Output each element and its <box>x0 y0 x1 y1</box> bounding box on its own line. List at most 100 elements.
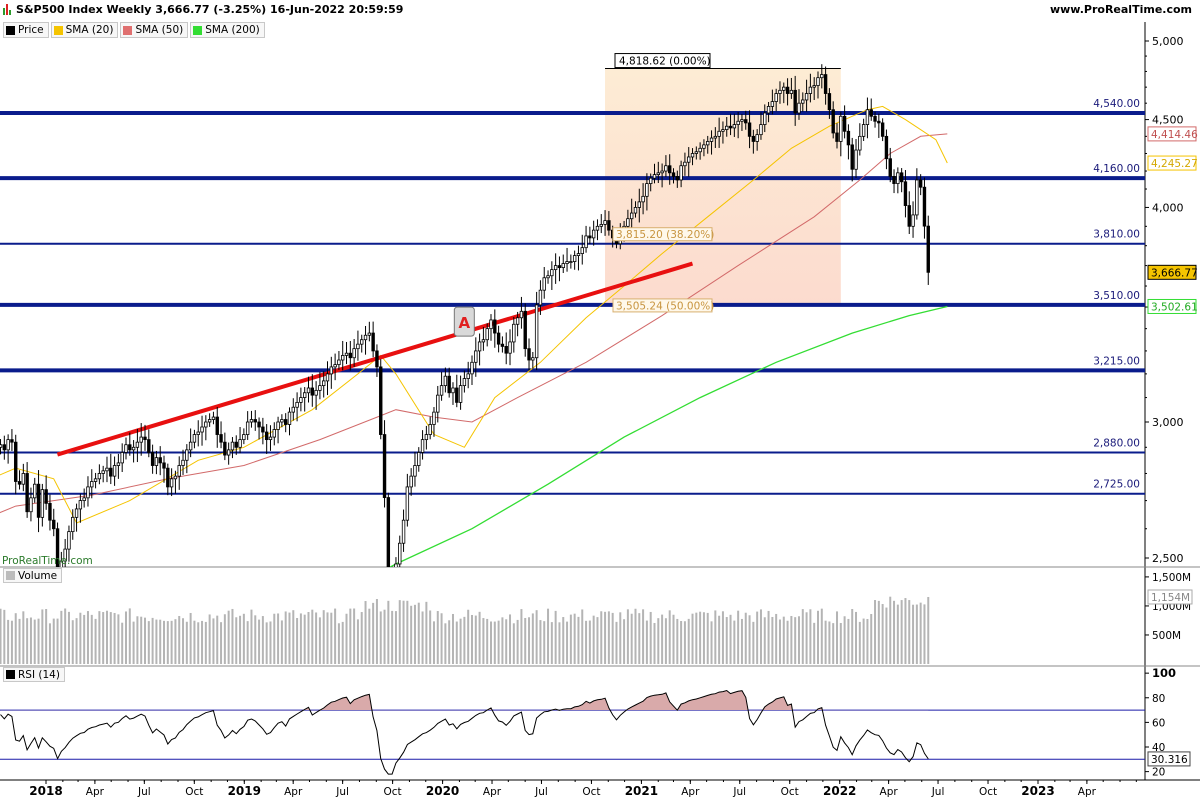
volume-bar <box>128 608 131 664</box>
candle-body <box>428 424 432 435</box>
candle-body <box>10 439 14 443</box>
candle-body <box>249 419 254 423</box>
candle-body <box>295 401 299 408</box>
price-candle <box>694 146 699 160</box>
volume-bar <box>18 618 21 664</box>
price-candle <box>33 477 37 503</box>
price-candle <box>869 98 873 121</box>
candle-body <box>280 419 284 423</box>
price-candle <box>82 488 86 508</box>
candle-body <box>33 483 37 499</box>
legend-sma20[interactable]: SMA (20) <box>50 22 119 38</box>
candle-body <box>181 459 185 466</box>
price-candle <box>531 351 535 369</box>
price-candle <box>580 234 584 265</box>
date-axis-label: Apr <box>483 786 502 798</box>
volume-bar <box>775 613 778 664</box>
volume-bar <box>725 617 728 664</box>
volume-bar <box>893 600 896 664</box>
candle-body <box>363 334 368 341</box>
fibonacci-label-high: 4,818.62 (0.00%) <box>619 56 711 68</box>
candle-body <box>348 352 353 359</box>
fibonacci-label-box <box>612 227 713 242</box>
candle-body <box>896 172 900 184</box>
candle-body <box>109 467 113 477</box>
volume-bar <box>923 604 926 664</box>
price-candle <box>561 254 565 273</box>
legend-sma200[interactable]: SMA (200) <box>190 22 265 38</box>
level-label: 3,215.00 <box>1093 355 1140 367</box>
date-axis-label: Apr <box>681 786 700 798</box>
candle-body <box>656 172 661 176</box>
price-candle <box>698 142 702 160</box>
legend-price[interactable]: Price <box>3 22 49 38</box>
volume-bar <box>265 622 268 664</box>
price-candle <box>67 525 71 562</box>
candle-body <box>474 350 478 363</box>
volume-bar <box>569 614 572 664</box>
candle-body <box>804 93 809 101</box>
candle-body <box>424 434 429 441</box>
candle-body <box>489 319 493 330</box>
candle-body <box>591 229 596 239</box>
volume-bar <box>22 611 25 664</box>
volume-bar <box>482 618 485 664</box>
legend-sma50[interactable]: SMA (50) <box>120 22 189 38</box>
volume-bar <box>467 609 470 664</box>
price-candle <box>109 453 113 485</box>
candle-body <box>812 85 816 88</box>
volume-bar <box>490 621 493 664</box>
candle-body <box>112 465 117 477</box>
volume-bar <box>889 596 892 664</box>
price-candle <box>512 316 516 353</box>
candle-body <box>595 225 600 231</box>
price-candle <box>59 551 64 567</box>
candle-body <box>907 205 911 227</box>
volume-bar <box>607 611 610 664</box>
price-candle <box>645 173 649 211</box>
price-candle <box>249 410 254 428</box>
site-link[interactable]: www.ProRealTime.com <box>1049 3 1192 16</box>
price-candle <box>120 443 124 473</box>
price-candle <box>474 337 478 377</box>
candle-body <box>534 304 539 359</box>
volume-panel-label[interactable]: Volume <box>3 568 63 583</box>
price-tag-box <box>1147 126 1197 142</box>
price-candle <box>660 163 664 188</box>
date-axis-label: Oct <box>781 786 799 798</box>
price-candle <box>816 71 820 99</box>
price-candle <box>295 392 299 422</box>
candle-body <box>356 343 360 350</box>
candle-body <box>143 436 147 441</box>
candle-body <box>687 156 691 163</box>
candle-body <box>6 439 10 451</box>
volume-bar <box>432 621 435 664</box>
volume-bar <box>585 620 588 664</box>
volume-bar <box>239 615 242 664</box>
price-candle <box>226 442 231 465</box>
volume-bar <box>353 608 356 664</box>
price-candle <box>200 415 204 446</box>
price-candle <box>740 114 744 131</box>
date-axis-label: Oct <box>582 786 600 798</box>
candle-body <box>21 473 26 485</box>
volume-bar <box>520 609 523 664</box>
date-axis-label: Apr <box>284 786 303 798</box>
volume-bar <box>349 608 352 664</box>
volume-bar <box>683 621 686 664</box>
candle-body <box>207 419 212 423</box>
candle-body <box>500 343 505 347</box>
volume-bar <box>326 612 329 664</box>
rsi-panel-label[interactable]: RSI (14) <box>3 667 65 682</box>
volume-bar <box>915 604 918 664</box>
candle-body <box>827 93 832 111</box>
volume-bar <box>706 612 709 664</box>
volume-bar <box>417 602 420 664</box>
price-candle <box>702 139 706 157</box>
price-candle <box>515 311 520 337</box>
candle-body <box>782 86 786 91</box>
price-candle <box>709 130 714 155</box>
price-candle <box>6 434 10 464</box>
volume-bar <box>862 618 865 664</box>
